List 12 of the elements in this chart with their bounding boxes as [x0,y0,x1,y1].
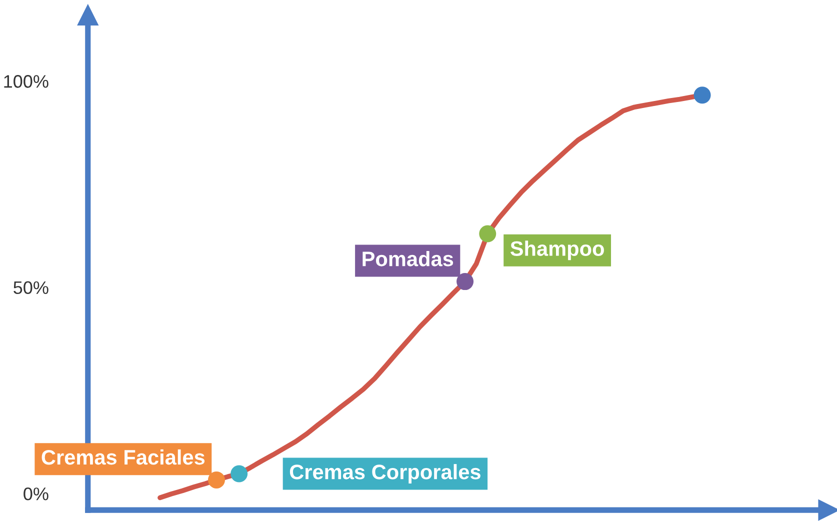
point [230,465,248,482]
text: Cremas Corporales [290,464,480,484]
y-tick-label: 0% [24,487,48,500]
point [479,225,496,242]
y-tick-label: 50% [14,281,48,294]
point [208,471,225,488]
series-label: Shampoo [510,240,604,260]
series-label: Cremas Faciales [42,449,205,465]
y-tick-label: 100% [4,75,48,88]
point [694,86,711,104]
point [456,273,474,290]
series-label: Pomadas [362,251,454,266]
